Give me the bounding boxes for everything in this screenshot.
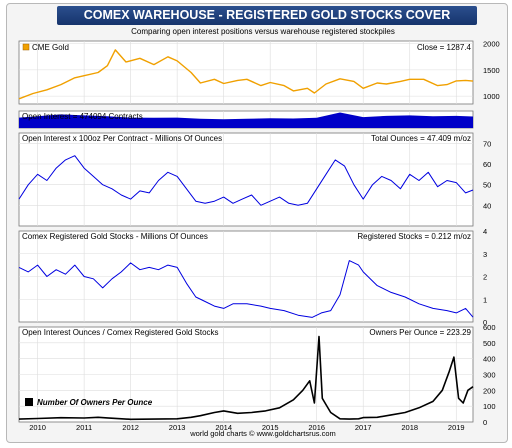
chart-canvas: Comparing open interest positions versus… xyxy=(18,27,500,438)
y-tick-label: 600 xyxy=(483,323,496,332)
x-tick-label: 2013 xyxy=(169,423,186,432)
y-tick-label: 4 xyxy=(483,227,487,236)
readout-total-ounces: Total Ounces = 47.409 m/oz xyxy=(371,134,471,143)
y-tick-label: 60 xyxy=(483,160,491,169)
legend-swatch-gold xyxy=(22,43,30,51)
x-tick-label: 2017 xyxy=(355,423,372,432)
registered-stocks-line xyxy=(18,260,474,318)
readout-close: Close = 1287.4 xyxy=(417,43,472,52)
y-tick-label: 2000 xyxy=(483,40,500,49)
price-line xyxy=(18,49,474,100)
series-label-owners: Number Of Owners Per Ounce xyxy=(37,398,153,407)
legend-owners-per-ounce: Open Interest Ounces / Comex Registered … xyxy=(22,328,219,337)
y-tick-label: 2 xyxy=(483,273,487,282)
x-tick-label: 2011 xyxy=(76,423,92,432)
y-tick-label: 300 xyxy=(483,371,496,380)
y-tick-label: 1500 xyxy=(483,66,500,75)
readout-registered-stocks: Registered Stocks = 0.212 m/oz xyxy=(357,232,471,241)
x-tick-label: 2019 xyxy=(448,423,465,432)
chart-footer: world gold charts © www.goldchartsrus.co… xyxy=(189,429,336,438)
y-tick-label: 1000 xyxy=(483,92,500,101)
total-ounces-line xyxy=(18,155,474,206)
chart-subtitle: Comparing open interest positions versus… xyxy=(131,27,395,36)
y-tick-label: 200 xyxy=(483,386,496,395)
panel-total-ounces xyxy=(18,132,474,227)
open-interest-area xyxy=(19,112,473,128)
legend-total-ounces: Open Interest x 100oz Per Contract - Mil… xyxy=(22,134,222,143)
owners-per-ounce-line xyxy=(18,335,474,421)
y-tick-label: 500 xyxy=(483,339,496,348)
series-swatch-owners xyxy=(25,398,33,406)
y-tick-label: 40 xyxy=(483,201,491,210)
panel-price xyxy=(18,40,474,105)
y-tick-label: 100 xyxy=(483,402,496,411)
legend-registered-stocks: Comex Registered Gold Stocks - Millions … xyxy=(22,232,208,241)
y-tick-label: 400 xyxy=(483,355,496,364)
readout-owners-per-ounce: Owners Per Ounce = 223.29 xyxy=(369,328,471,337)
y-tick-label: 1 xyxy=(483,295,487,304)
x-tick-label: 2018 xyxy=(401,423,418,432)
chart-title: COMEX WAREHOUSE - REGISTERED GOLD STOCKS… xyxy=(57,6,477,25)
x-tick-label: 2014 xyxy=(215,423,232,432)
y-tick-label: 50 xyxy=(483,181,491,190)
y-tick-label: 0 xyxy=(483,318,487,327)
x-tick-label: 2012 xyxy=(122,423,139,432)
x-tick-label: 2016 xyxy=(308,423,325,432)
y-tick-label: 70 xyxy=(483,139,491,148)
legend-cme-gold: CME Gold xyxy=(32,43,69,52)
x-tick-label: 2010 xyxy=(29,423,46,432)
y-tick-label: 3 xyxy=(483,250,487,259)
chart-frame: Comparing open interest positions versus… xyxy=(6,3,508,443)
legend-open-interest: Open Interest = 474094 Contracts xyxy=(22,112,143,121)
y-tick-label: 0 xyxy=(483,418,487,427)
x-tick-label: 2015 xyxy=(262,423,279,432)
